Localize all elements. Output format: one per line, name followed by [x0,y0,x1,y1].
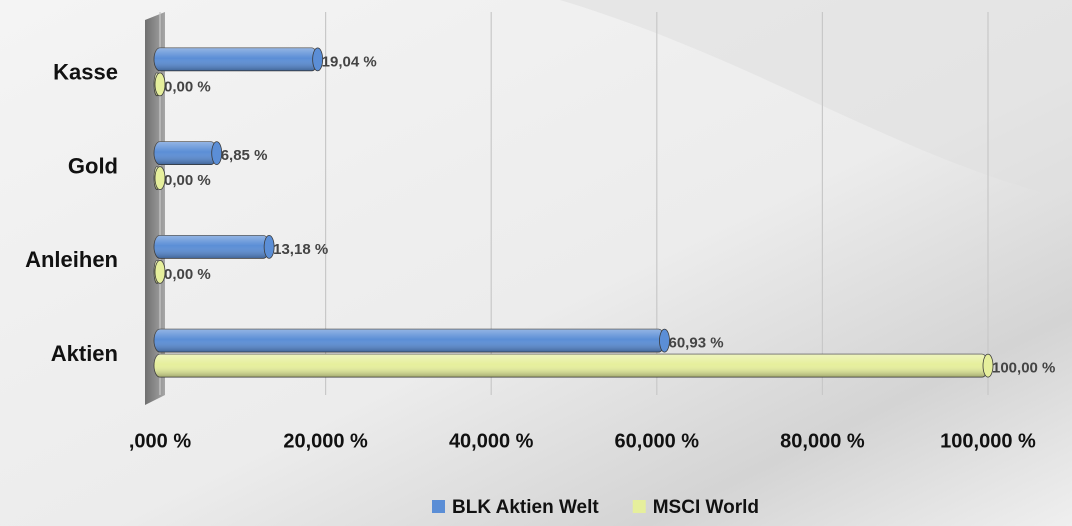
legend-swatch [632,500,646,513]
bar [153,166,166,191]
category-label: Gold [68,153,118,178]
legend-swatch [432,500,445,513]
bar [153,72,166,97]
x-tick-label: ,000 % [129,430,191,452]
decoration [560,0,1072,200]
category-label: Kasse [53,60,118,85]
category-label: Anleihen [25,247,118,272]
value-label: 6,85 % [221,147,268,164]
value-label: 0,00 % [164,78,211,95]
bar [153,141,223,166]
x-tick-label: 20,000 % [283,430,368,452]
x-tick-label: 60,000 % [615,430,700,452]
bar [153,234,275,259]
value-label: 0,00 % [164,266,211,283]
bar [153,353,994,378]
value-label: 19,04 % [322,53,377,70]
legend-label: MSCI World [653,497,759,518]
value-label: 100,00 % [992,360,1055,377]
bar [153,259,166,284]
value-label: 0,00 % [164,172,211,189]
value-label: 60,93 % [669,335,724,352]
x-tick-label: 40,000 % [449,430,534,452]
bar [153,328,670,353]
category-label: Aktien [51,341,118,366]
x-tick-label: 100,000 % [940,430,1036,452]
bar [153,47,324,72]
legend-label: BLK Aktien Welt [452,497,599,518]
value-label: 13,18 % [273,241,328,258]
x-tick-label: 80,000 % [780,430,865,452]
